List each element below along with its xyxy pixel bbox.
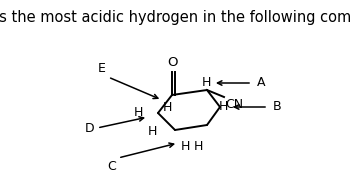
Text: B: B [273, 101, 282, 114]
Text: A: A [257, 77, 266, 90]
Text: H: H [193, 140, 203, 153]
Text: H: H [202, 77, 211, 90]
Text: C: C [107, 160, 116, 173]
Text: H: H [163, 101, 172, 114]
Text: CN: CN [225, 98, 243, 111]
Text: H: H [134, 106, 143, 119]
Text: D: D [84, 122, 94, 135]
Text: E: E [98, 62, 106, 75]
Text: H: H [219, 101, 228, 114]
Text: O: O [168, 56, 178, 69]
Text: H: H [147, 125, 157, 138]
Text: H: H [180, 140, 190, 153]
Text: Which is the most acidic hydrogen in the following compound?: Which is the most acidic hydrogen in the… [0, 10, 350, 25]
